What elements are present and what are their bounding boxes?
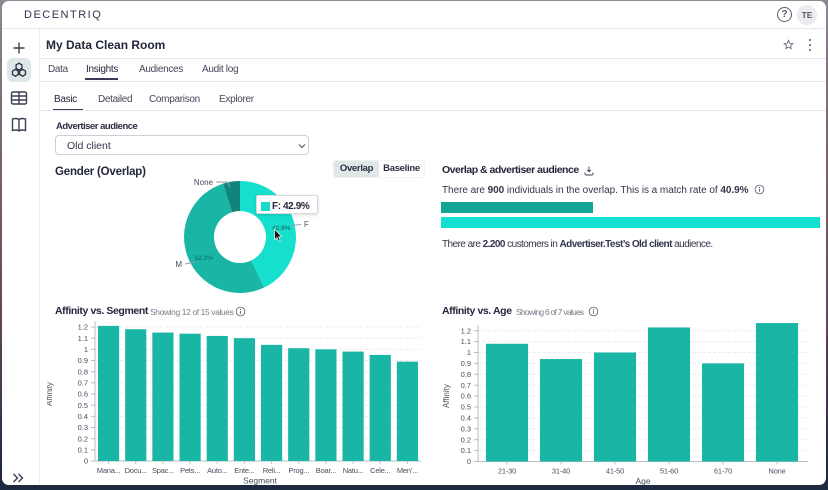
svg-text:31-40: 31-40 bbox=[552, 467, 570, 476]
svg-text:Segment: Segment bbox=[243, 476, 278, 486]
svg-text:0: 0 bbox=[84, 457, 88, 466]
svg-text:0.5: 0.5 bbox=[78, 401, 88, 410]
svg-text:F: F bbox=[304, 220, 309, 229]
svg-text:Reli...: Reli... bbox=[263, 466, 281, 475]
svg-text:None: None bbox=[768, 467, 785, 476]
svg-text:Pets...: Pets... bbox=[180, 466, 200, 475]
svg-text:1: 1 bbox=[84, 345, 88, 354]
svg-text:0.1: 0.1 bbox=[461, 446, 471, 455]
svg-text:M: M bbox=[175, 260, 182, 269]
svg-text:Boar...: Boar... bbox=[316, 466, 336, 475]
svg-text:Ente...: Ente... bbox=[234, 466, 254, 475]
svg-text:0.4: 0.4 bbox=[78, 412, 88, 421]
svg-text:42.9%: 42.9% bbox=[272, 225, 291, 232]
svg-text:61-70: 61-70 bbox=[714, 467, 732, 476]
svg-text:0.3: 0.3 bbox=[78, 423, 88, 432]
svg-text:1.1: 1.1 bbox=[78, 334, 88, 343]
svg-text:21-30: 21-30 bbox=[498, 467, 516, 476]
svg-text:0.9: 0.9 bbox=[461, 359, 471, 368]
svg-text:Mana...: Mana... bbox=[97, 466, 121, 475]
svg-text:Auto...: Auto... bbox=[207, 466, 227, 475]
svg-text:0.7: 0.7 bbox=[461, 381, 471, 390]
svg-text:None: None bbox=[194, 178, 214, 187]
svg-text:Age: Age bbox=[635, 476, 650, 485]
svg-text:1: 1 bbox=[467, 348, 471, 357]
svg-text:0.3: 0.3 bbox=[461, 424, 471, 433]
svg-text:0.6: 0.6 bbox=[461, 392, 471, 401]
svg-text:51-60: 51-60 bbox=[660, 467, 678, 476]
svg-text:0.7: 0.7 bbox=[78, 378, 88, 387]
svg-text:Prog...: Prog... bbox=[288, 466, 309, 475]
svg-text:41-50: 41-50 bbox=[606, 467, 624, 476]
svg-text:0.5: 0.5 bbox=[461, 403, 471, 412]
svg-text:52.2%: 52.2% bbox=[195, 255, 214, 262]
svg-text:0.8: 0.8 bbox=[78, 367, 88, 376]
svg-text:Natu...: Natu... bbox=[343, 466, 364, 475]
svg-text:Men’...: Men’... bbox=[397, 466, 418, 475]
svg-text:0.6: 0.6 bbox=[78, 390, 88, 399]
svg-text:Affinity: Affinity bbox=[442, 384, 451, 408]
svg-text:Docu...: Docu... bbox=[125, 466, 147, 475]
svg-text:1.2: 1.2 bbox=[78, 323, 88, 332]
svg-text:0: 0 bbox=[467, 457, 471, 466]
svg-text:0.2: 0.2 bbox=[78, 434, 88, 443]
svg-text:1.2: 1.2 bbox=[461, 326, 471, 335]
svg-text:0.2: 0.2 bbox=[461, 435, 471, 444]
svg-text:0.1: 0.1 bbox=[78, 445, 88, 454]
svg-text:Spac...: Spac... bbox=[152, 466, 174, 475]
svg-text:0.9: 0.9 bbox=[78, 356, 88, 365]
svg-text:1.1: 1.1 bbox=[461, 337, 471, 346]
svg-text:0.8: 0.8 bbox=[461, 370, 471, 379]
svg-text:Affinity: Affinity bbox=[47, 382, 54, 406]
svg-text:Cele...: Cele... bbox=[370, 466, 390, 475]
svg-text:0.4: 0.4 bbox=[461, 414, 471, 423]
